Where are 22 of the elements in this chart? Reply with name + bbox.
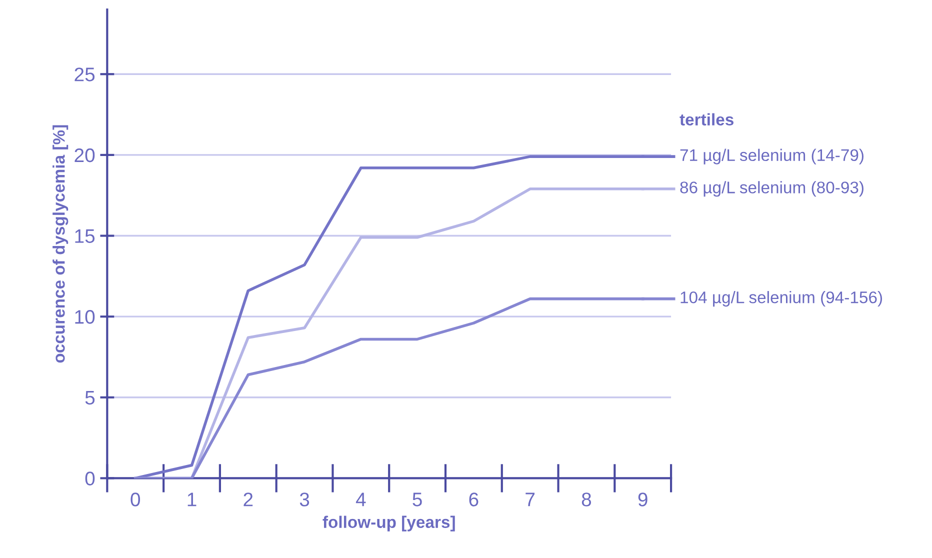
x-tick-label: 8 xyxy=(582,492,592,506)
legend-title: tertiles xyxy=(680,113,734,126)
x-tick-label: 5 xyxy=(412,492,422,506)
y-tick-label: 5 xyxy=(85,391,95,405)
x-tick-label: 4 xyxy=(356,492,366,506)
y-tick-label: 25 xyxy=(74,68,95,82)
y-tick-label: 15 xyxy=(75,229,95,243)
y-tick-label: 10 xyxy=(75,310,95,324)
x-tick-label: 3 xyxy=(300,492,310,506)
x-tick-label: 6 xyxy=(469,492,478,506)
x-tick-label: 1 xyxy=(188,492,196,506)
x-tick-label: 9 xyxy=(638,492,648,506)
y-tick-label: 20 xyxy=(74,148,95,162)
y-axis-title: occurence of dysglycemia [%] xyxy=(52,125,68,363)
x-tick-label: 2 xyxy=(244,492,253,506)
y-tick-label: 0 xyxy=(85,472,95,486)
legend-label: 86 µg/L selenium (80-93) xyxy=(680,181,864,197)
legend-label: 104 µg/L selenium (94-156) xyxy=(680,291,882,307)
legend-label: 71 µg/L selenium (14-79) xyxy=(680,148,864,164)
x-tick-label: 0 xyxy=(130,492,140,506)
x-tick-label: 7 xyxy=(526,492,535,506)
x-axis-title: follow-up [years] xyxy=(322,516,455,532)
